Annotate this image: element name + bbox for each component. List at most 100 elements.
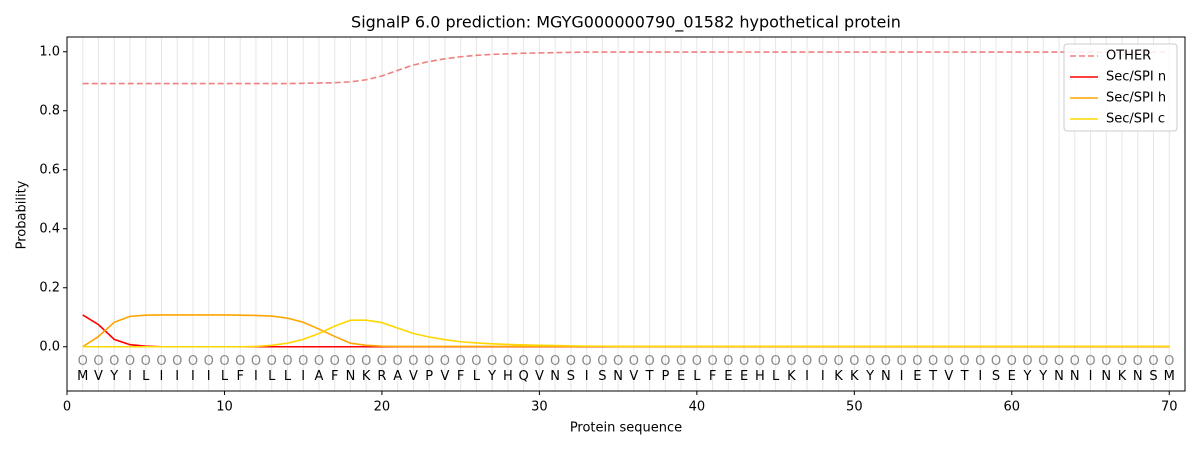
y-tick-label: 0.6 — [39, 162, 60, 177]
legend-label: Sec/SPI h — [1106, 91, 1166, 106]
y-tick-label: 1.0 — [39, 44, 60, 59]
position-label: O — [156, 354, 166, 369]
residue-label: N — [881, 369, 891, 384]
residue-label: I — [254, 369, 258, 384]
position-label: O — [1022, 354, 1032, 369]
position-label: O — [188, 354, 198, 369]
residue-label: V — [94, 369, 103, 384]
residue-label: E — [1008, 369, 1016, 384]
position-label: O — [1101, 354, 1111, 369]
position-label: O — [78, 354, 88, 369]
position-label: O — [361, 354, 371, 369]
position-label: O — [755, 354, 765, 369]
residue-label: T — [645, 369, 654, 384]
residue-label: V — [409, 369, 418, 384]
residue-label: N — [1133, 369, 1143, 384]
position-label: O — [235, 354, 245, 369]
position-label: O — [1007, 354, 1017, 369]
position-label: O — [172, 354, 182, 369]
position-label: O — [141, 354, 151, 369]
position-label: O — [975, 354, 985, 369]
x-axis-label: Protein sequence — [570, 421, 682, 436]
position-label: O — [219, 354, 229, 369]
residue-label: L — [693, 369, 701, 384]
legend-label: OTHER — [1106, 49, 1151, 64]
position-label: O — [707, 354, 717, 369]
position-label: O — [1085, 354, 1095, 369]
series-line — [82, 314, 1170, 348]
position-label: O — [550, 354, 560, 369]
residue-label: L — [473, 369, 481, 384]
position-label: O — [818, 354, 828, 369]
residue-label: H — [755, 369, 765, 384]
position-label: O — [991, 354, 1001, 369]
residue-label: N — [1054, 369, 1064, 384]
position-label: O — [519, 354, 529, 369]
position-label: O — [487, 354, 497, 369]
residue-label: T — [928, 369, 937, 384]
residue-label: E — [913, 369, 921, 384]
position-label: O — [298, 354, 308, 369]
position-label: O — [849, 354, 859, 369]
position-label: O — [739, 354, 749, 369]
position-label: O — [597, 354, 607, 369]
residue-label: K — [1118, 369, 1127, 384]
x-tick-label: 70 — [1161, 400, 1178, 415]
residue-label: V — [944, 369, 953, 384]
series-line — [82, 51, 1170, 85]
residue-label: R — [377, 369, 386, 384]
residue-label: I — [821, 369, 825, 384]
position-label: O — [314, 354, 324, 369]
series-line — [82, 314, 1170, 348]
position-label: O — [660, 354, 670, 369]
residue-label: K — [362, 369, 371, 384]
residue-label: K — [787, 369, 796, 384]
residue-label: A — [314, 369, 323, 384]
y-tick-label: 0.2 — [39, 280, 60, 295]
x-tick-label: 60 — [1004, 400, 1021, 415]
position-label: O — [267, 354, 277, 369]
residue-label: L — [284, 369, 292, 384]
residue-label: K — [834, 369, 843, 384]
position-label: O — [471, 354, 481, 369]
residue-label: I — [978, 369, 982, 384]
residue-label: I — [175, 369, 179, 384]
residue-label: I — [900, 369, 904, 384]
position-label: O — [1070, 354, 1080, 369]
legend-label: Sec/SPI c — [1106, 112, 1165, 127]
y-tick-label: 0.8 — [39, 103, 60, 118]
residue-label: S — [1149, 369, 1157, 384]
position-label: O — [770, 354, 780, 369]
position-label: O — [503, 354, 513, 369]
residue-label: K — [850, 369, 859, 384]
residue-label: E — [677, 369, 685, 384]
x-tick-label: 30 — [531, 400, 548, 415]
position-label: O — [345, 354, 355, 369]
position-label: O — [833, 354, 843, 369]
position-label: O — [534, 354, 544, 369]
x-tick-label: 0 — [63, 400, 71, 415]
position-label: O — [802, 354, 812, 369]
series-line — [82, 319, 1170, 348]
position-label: O — [912, 354, 922, 369]
residue-label: E — [724, 369, 732, 384]
residue-label: M — [1164, 369, 1175, 384]
position-label: O — [282, 354, 292, 369]
plot-frame — [66, 36, 1186, 392]
position-label: O — [1054, 354, 1064, 369]
position-label: O — [928, 354, 938, 369]
position-label: O — [896, 354, 906, 369]
residue-label: L — [142, 369, 150, 384]
position-label: O — [944, 354, 954, 369]
position-label: O — [881, 354, 891, 369]
x-tick-label: 20 — [374, 400, 391, 415]
position-label: O — [109, 354, 119, 369]
residue-label: I — [301, 369, 305, 384]
residue-label: L — [268, 369, 276, 384]
residue-label: I — [207, 369, 211, 384]
position-label: O — [865, 354, 875, 369]
y-axis-label: Probability — [15, 180, 30, 249]
residue-label: N — [613, 369, 623, 384]
residue-label: N — [1101, 369, 1111, 384]
